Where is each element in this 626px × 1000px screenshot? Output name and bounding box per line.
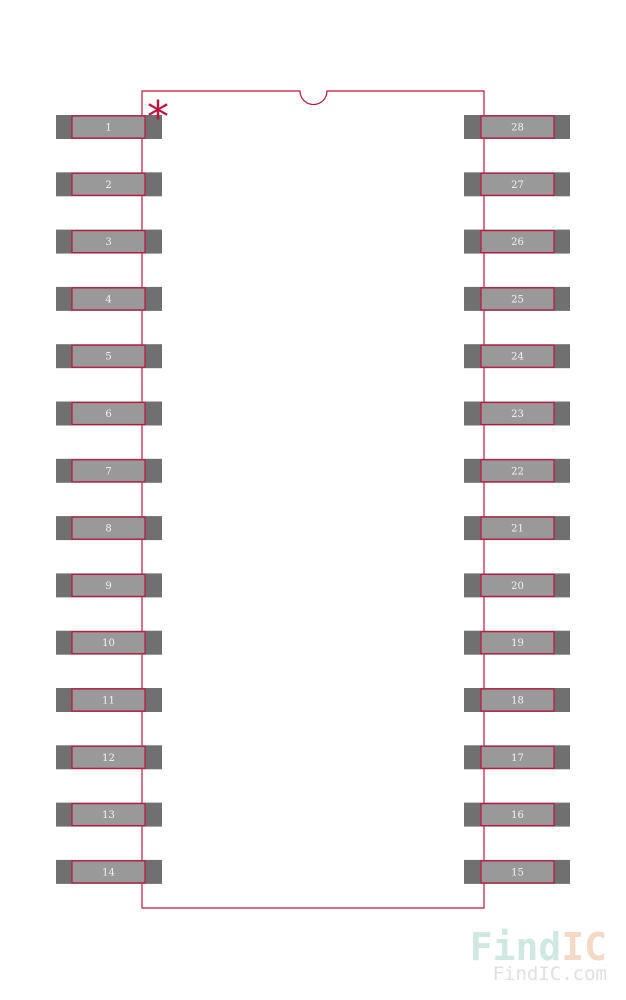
pin-number: 4 [105, 294, 111, 305]
pin-pad: 12 [56, 745, 162, 770]
pin-pad: 25 [464, 286, 570, 311]
logo-ic: IC [561, 925, 607, 969]
pad-outline [71, 802, 146, 827]
pin-number: 26 [511, 237, 524, 248]
pin-pad: 27 [464, 172, 570, 197]
pin-pad: 5 [56, 344, 162, 369]
pad-outline [71, 287, 146, 311]
pin-number: 28 [511, 123, 524, 134]
pin-pad: 2 [56, 172, 162, 197]
svg-text:FindIC: FindIC [470, 925, 607, 969]
pad-outline [71, 745, 146, 769]
logo-find: Find [470, 925, 562, 969]
pin-number: 20 [511, 581, 524, 592]
pin-pad: 24 [464, 344, 570, 369]
pad-outline [71, 459, 146, 483]
pin-number: 13 [102, 810, 115, 821]
pad-outline [71, 115, 146, 139]
pad-outline [480, 401, 555, 426]
pin-pad: 13 [56, 802, 162, 827]
pin-pad: 1 [56, 115, 162, 139]
pin-number: 15 [511, 867, 524, 878]
pad-outline [480, 516, 555, 540]
pin-pad: 23 [464, 401, 570, 426]
pin-pad: 17 [464, 745, 570, 770]
pad-outline [480, 172, 555, 196]
pin-number: 14 [102, 867, 115, 878]
pin-pad: 4 [56, 286, 162, 311]
pin-pad: 16 [464, 802, 570, 827]
pin-pad: 6 [56, 401, 162, 426]
pin-pad: 11 [56, 688, 162, 712]
pad-outline [480, 115, 555, 139]
pin-pad: 9 [56, 573, 162, 598]
pin-number: 23 [511, 409, 524, 420]
pin-pad: 18 [464, 688, 570, 712]
pin-pad: 20 [464, 573, 570, 598]
pad-outline [71, 573, 146, 598]
pin-number: 10 [102, 638, 115, 649]
pin-pad: 22 [464, 458, 570, 483]
pin-number: 16 [511, 810, 524, 821]
pad-outline [71, 631, 146, 655]
pad-outline [71, 344, 146, 368]
pin-number: 19 [511, 638, 524, 649]
pin-number: 6 [105, 409, 111, 420]
pad-outline [480, 631, 555, 655]
findic-watermark: FindIC FindIC.com [470, 925, 607, 985]
pin-number: 22 [511, 466, 524, 477]
pin-pad: 3 [56, 229, 162, 254]
pin-pad: 14 [56, 859, 162, 884]
pin-number: 3 [105, 237, 111, 248]
pad-outline [71, 172, 146, 196]
pin-pad: 10 [56, 630, 162, 655]
pin1-marker: * [147, 92, 169, 143]
pad-outline [480, 344, 555, 368]
pin-number: 21 [511, 524, 524, 535]
pad-outline [480, 860, 555, 884]
pin-number: 25 [511, 294, 524, 305]
pin-number: 12 [102, 753, 115, 764]
pad-outline [71, 401, 146, 426]
pin-pad: 26 [464, 229, 570, 254]
pad-outline [480, 745, 555, 769]
pin-pad: 21 [464, 516, 570, 541]
pin-number: 27 [511, 180, 524, 191]
pad-outline [480, 230, 555, 254]
pad-outline [480, 802, 555, 827]
pin-number: 24 [511, 352, 524, 363]
pin-number: 17 [511, 753, 524, 764]
pin-number: 7 [105, 466, 111, 477]
pin-pad: 19 [464, 630, 570, 655]
pin-pad: 28 [464, 115, 570, 139]
pad-outline [71, 860, 146, 884]
pad-outline [71, 516, 146, 540]
pad-outline [480, 688, 555, 712]
pin-number: 11 [102, 696, 115, 707]
package-outline [141, 90, 485, 909]
pin-pad: 15 [464, 859, 570, 884]
pad-outline [71, 230, 146, 254]
pin-pad: 8 [56, 516, 162, 541]
pad-outline [480, 573, 555, 598]
pin-pad: 7 [56, 458, 162, 483]
pin-number: 8 [105, 524, 111, 535]
pad-outline [480, 459, 555, 483]
pin-number: 2 [105, 180, 111, 191]
pad-outline [480, 287, 555, 311]
pin-number: 1 [105, 123, 111, 134]
pin-number: 5 [105, 352, 111, 363]
logo-url: FindIC.com [493, 963, 607, 985]
pin-number: 9 [105, 581, 111, 592]
pin-number: 18 [511, 696, 524, 707]
pad-outline [71, 688, 146, 712]
right-pin-column: 28 27 26 25 24 23 22 21 20 19 18 17 16 15 [464, 115, 570, 884]
